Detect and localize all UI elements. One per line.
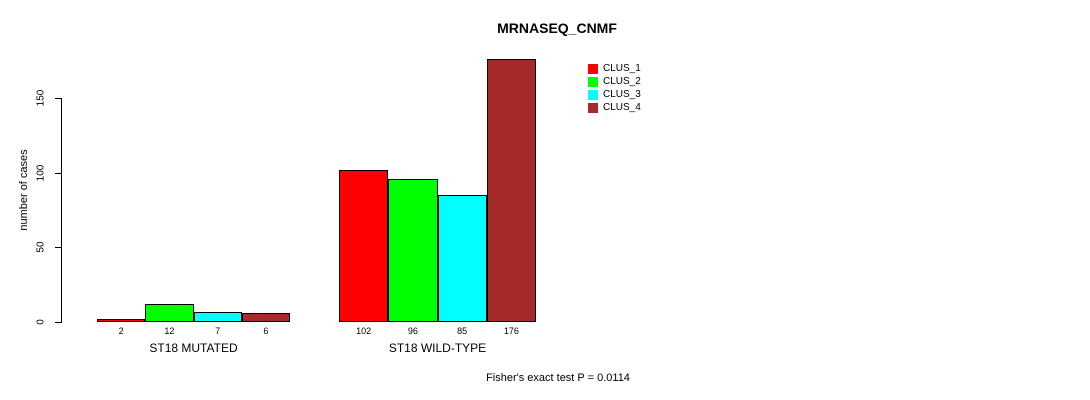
legend-swatch-clus-3 xyxy=(588,89,598,100)
bar-clus-3-st18-mutated xyxy=(193,311,242,322)
y-tick-mark xyxy=(55,322,61,323)
legend-item-clus-1: CLUS_1 xyxy=(588,62,641,75)
legend-swatch-clus-4 xyxy=(588,102,598,113)
y-tick-mark xyxy=(55,172,61,174)
bar-value-label-clus-3-st18-wild-type: 85 xyxy=(457,326,468,336)
legend-swatch-clus-2 xyxy=(588,76,598,87)
legend-label-clus-2: CLUS_2 xyxy=(603,76,641,87)
legend-item-clus-3: CLUS_3 xyxy=(588,88,641,101)
y-tick-label-0: 0 xyxy=(35,319,47,325)
group-label-st18-mutated: ST18 MUTATED xyxy=(149,341,238,355)
legend-label-clus-1: CLUS_1 xyxy=(603,63,641,74)
legend-item-clus-2: CLUS_2 xyxy=(588,75,641,88)
bar-value-label-clus-2-st18-mutated: 12 xyxy=(164,326,175,336)
y-tick-label-150: 150 xyxy=(35,89,47,107)
bar-value-label-clus-4-st18-mutated: 6 xyxy=(263,326,269,336)
bar-value-label-clus-2-st18-wild-type: 96 xyxy=(407,326,418,336)
bar-clus-2-st18-wild-type xyxy=(388,178,438,322)
bar-clus-1-st18-mutated xyxy=(97,319,146,322)
y-tick-mark xyxy=(55,247,61,249)
bar-clus-4-st18-wild-type xyxy=(486,59,536,322)
bar-clus-1-st18-wild-type xyxy=(339,169,389,322)
y-tick-mark xyxy=(55,98,61,99)
legend: CLUS_1 CLUS_2 CLUS_3 CLUS_4 xyxy=(588,62,641,114)
bar-clus-4-st18-mutated xyxy=(241,313,290,322)
bar-value-label-clus-3-st18-mutated: 7 xyxy=(215,326,221,336)
bar-value-label-clus-1-st18-wild-type: 102 xyxy=(356,326,372,336)
y-tick-label-100: 100 xyxy=(35,164,47,181)
legend-item-clus-4: CLUS_4 xyxy=(588,101,641,114)
legend-label-clus-4: CLUS_4 xyxy=(603,102,641,113)
legend-label-clus-3: CLUS_3 xyxy=(603,89,641,100)
group-label-st18-wild-type: ST18 WILD-TYPE xyxy=(388,341,487,355)
y-tick-label-50: 50 xyxy=(35,241,47,253)
bar-clus-3-st18-wild-type xyxy=(437,195,487,322)
bar-value-label-clus-1-st18-mutated: 2 xyxy=(118,326,124,336)
fisher-test-annotation: Fisher's exact test P = 0.0114 xyxy=(486,372,630,384)
legend-swatch-clus-1 xyxy=(588,63,598,74)
y-axis-label: number of cases xyxy=(18,149,30,231)
y-axis-line xyxy=(61,98,62,323)
chart-title: MRNASEQ_CNMF xyxy=(497,20,617,36)
bar-clus-2-st18-mutated xyxy=(145,304,194,322)
bar-value-label-clus-4-st18-wild-type: 176 xyxy=(503,326,519,336)
